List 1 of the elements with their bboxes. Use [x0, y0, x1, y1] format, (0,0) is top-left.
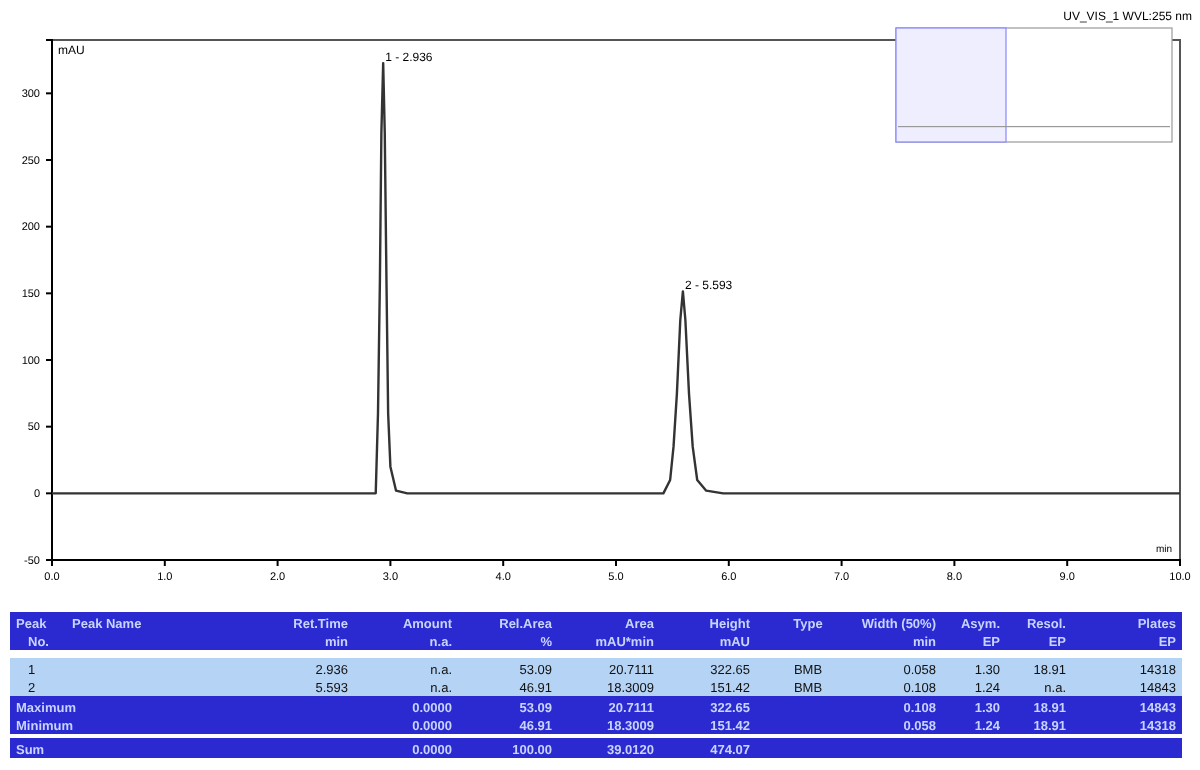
- line-series: [50, 61, 1182, 495]
